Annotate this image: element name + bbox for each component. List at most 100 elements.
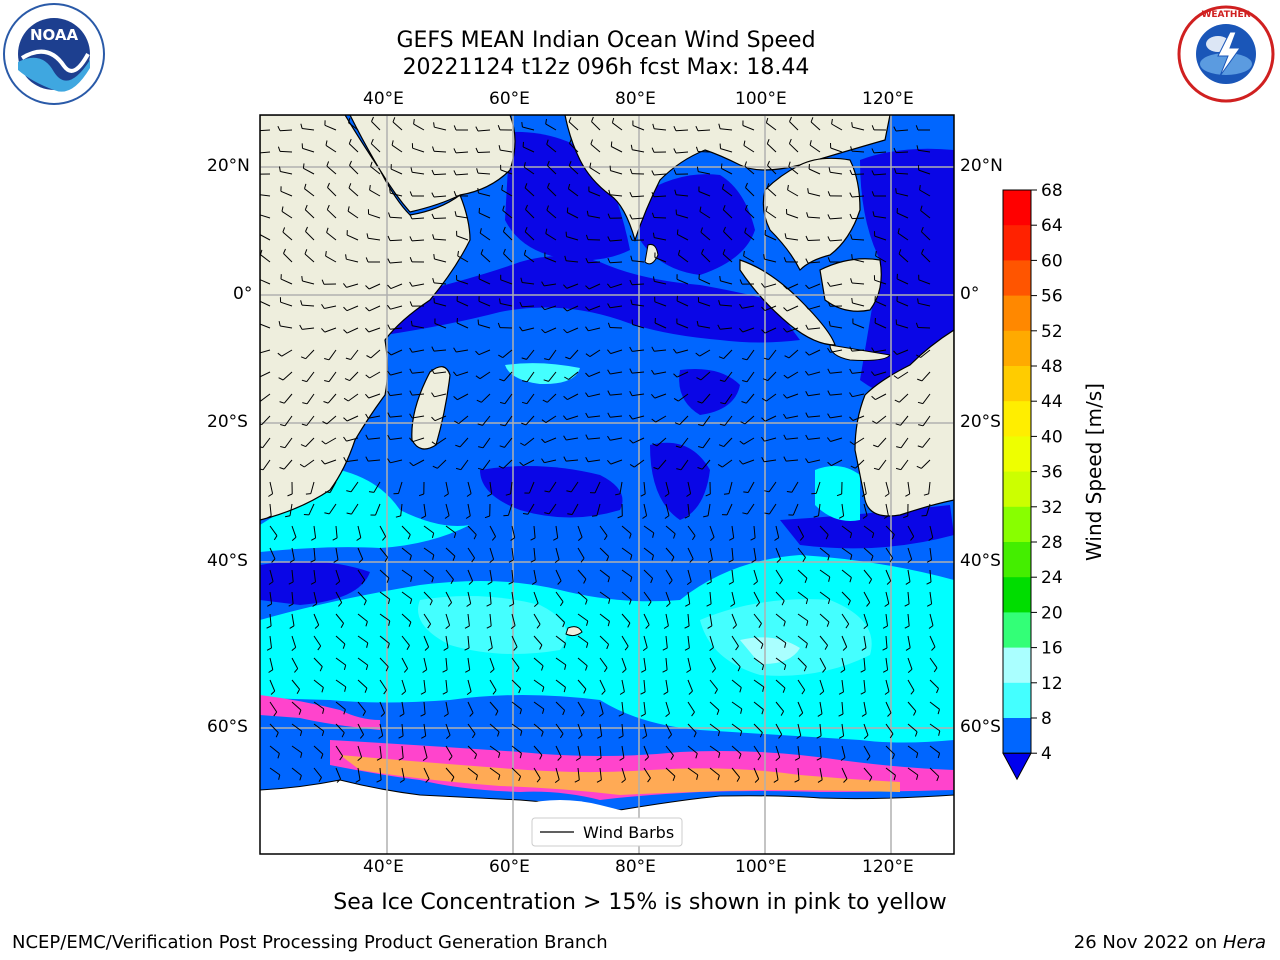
wind-barb <box>324 305 337 309</box>
lat-tick-right-20n: 20°N <box>960 156 1003 176</box>
wind-barb-flag <box>542 399 548 403</box>
wind-barb <box>699 211 711 219</box>
wind-barb-flag <box>586 642 589 648</box>
wind-barb-flag <box>827 236 831 242</box>
wind-barb-flag <box>827 347 831 353</box>
wind-barb-flag <box>280 424 286 427</box>
wind-barb-flag <box>849 577 852 583</box>
wind-barb-flag <box>917 401 924 405</box>
wind-barb-flag <box>764 512 770 515</box>
wind-barb-flag <box>395 515 401 518</box>
wind-barb-flag <box>376 757 382 761</box>
wind-barb-flag <box>720 163 723 169</box>
colorbar-tick-label: 16 <box>1041 639 1063 659</box>
wind-barb <box>722 459 733 468</box>
wind-barb-flag <box>721 183 725 189</box>
wind-barb <box>687 723 697 734</box>
wind-barb <box>852 371 865 374</box>
wind-barb <box>878 459 887 470</box>
wind-barb <box>304 188 315 197</box>
wind-barb <box>291 635 297 648</box>
wind-barb-flag <box>387 235 391 241</box>
wind-barb <box>885 503 889 516</box>
wind-barb-flag <box>499 378 505 382</box>
wind-barb <box>568 121 579 131</box>
wind-barb <box>511 767 521 777</box>
wind-barb <box>876 415 887 424</box>
wind-barb <box>329 481 337 493</box>
wind-barb-flag <box>651 555 654 561</box>
wind-barb-flag <box>471 733 476 739</box>
wind-barb <box>863 591 871 603</box>
wind-barb <box>808 283 821 290</box>
wind-barb-flag <box>758 623 762 628</box>
wind-barb <box>797 767 800 781</box>
wind-barb-flag <box>453 396 458 401</box>
wind-barb-flag <box>827 301 831 307</box>
wind-barb <box>500 303 513 307</box>
wind-barb <box>390 349 403 356</box>
wind-barb <box>753 679 765 688</box>
wind-barb-flag <box>783 257 787 263</box>
wind-barb <box>723 231 733 241</box>
wind-barb-flag <box>475 775 478 781</box>
wind-barb <box>610 305 623 309</box>
wind-barb-flag <box>695 352 701 357</box>
wind-barb-flag <box>759 732 763 738</box>
lat-tick-left-60s: 60°S <box>207 717 248 737</box>
wind-barb <box>907 481 911 494</box>
wind-barb <box>885 679 890 692</box>
wind-barb <box>379 679 388 691</box>
wind-barb-flag <box>314 624 320 629</box>
wind-barb-flag <box>586 620 589 626</box>
wind-barb <box>489 635 493 648</box>
wind-barb-flag <box>905 493 910 497</box>
calm-zone-indonesia <box>860 148 954 403</box>
lat-tick-left-0: 0° <box>233 284 253 304</box>
wind-barb <box>922 415 931 427</box>
wind-barb <box>665 547 675 558</box>
wind-barb <box>808 393 821 397</box>
wind-barb-flag <box>371 116 374 122</box>
wind-barb-flag <box>451 776 455 782</box>
wind-barb-flag <box>589 162 592 168</box>
wind-barb-flag <box>387 598 391 605</box>
wind-barb <box>753 635 764 645</box>
wind-barb <box>500 169 513 175</box>
wind-barb <box>700 231 711 241</box>
wind-barb-flag <box>343 664 347 671</box>
wind-barb-flag <box>325 140 328 146</box>
wind-barb <box>302 147 315 153</box>
wind-barb-flag <box>699 206 702 212</box>
wind-barb-flag <box>519 326 523 332</box>
wind-barb-flag <box>788 161 791 167</box>
wind-barb <box>632 149 645 153</box>
wind-barb-flag <box>827 390 831 396</box>
wind-barb-flag <box>706 603 712 607</box>
wind-barb-flag <box>642 647 648 651</box>
wind-barb-flag <box>696 774 699 780</box>
wind-barb-flag <box>475 126 479 132</box>
wind-barb <box>610 393 623 396</box>
wind-barb <box>654 128 667 131</box>
wind-barb <box>632 260 645 263</box>
wind-barb <box>621 745 625 758</box>
wind-barb-flag <box>585 434 589 440</box>
wind-barb <box>808 437 821 440</box>
wind-barb-flag <box>432 146 435 152</box>
lon-tick-top-80e: 80°E <box>615 89 656 109</box>
wind-barb <box>808 192 821 197</box>
wind-barb-flag <box>524 227 528 232</box>
wind-barb <box>555 679 566 688</box>
wind-barb <box>819 745 822 758</box>
wind-barb <box>709 657 717 669</box>
wind-barb <box>786 327 799 333</box>
wind-barb <box>335 657 346 666</box>
wind-barb <box>401 613 412 623</box>
wind-barb <box>742 125 755 131</box>
wind-barb <box>413 123 425 131</box>
wind-barb <box>445 657 448 670</box>
wind-barb <box>599 635 609 645</box>
wind-barb <box>324 327 337 333</box>
wind-barb <box>566 437 579 441</box>
